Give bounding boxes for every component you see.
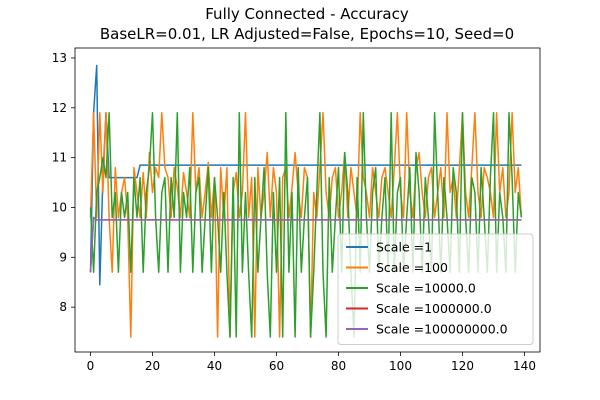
x-tick-label: 60	[269, 359, 284, 373]
legend-label-1: Scale =1	[376, 240, 432, 255]
y-tick-label: 12	[52, 101, 67, 115]
x-tick-label: 120	[451, 359, 474, 373]
x-tick-label: 80	[331, 359, 346, 373]
plot-area: 0 20 40 60 80 100 120 140 8 9 10 11 12 13	[52, 47, 541, 373]
legend-box	[337, 233, 534, 345]
series-line-2	[89, 112, 523, 338]
x-tick-label: 100	[389, 359, 412, 373]
chart-subtitle: BaseLR=0.01, LR Adjusted=False, Epochs=1…	[100, 25, 514, 43]
legend-label-3: Scale =10000.0	[376, 281, 476, 296]
legend-label-5: Scale =100000000.0	[376, 322, 508, 337]
axes-frame	[74, 47, 541, 353]
y-tick-label: 11	[52, 151, 67, 165]
x-tick-label: 0	[87, 359, 95, 373]
y-tick-label: 10	[52, 200, 67, 214]
y-tick-label: 9	[59, 250, 67, 264]
x-tick-label: 140	[513, 359, 536, 373]
y-tick-label: 13	[52, 51, 67, 65]
legend-label-4: Scale =1000000.0	[376, 301, 492, 316]
series-line-5	[89, 216, 522, 273]
legend: Scale =1 Scale =100 Scale =10000.0 Scale =1…	[337, 233, 534, 345]
legend-label-2: Scale =100	[376, 260, 448, 275]
x-tick-label: 20	[145, 359, 160, 373]
chart-title: Fully Connected - Accuracy	[205, 5, 409, 23]
x-tick-label: 40	[207, 359, 222, 373]
y-tick-label: 8	[59, 300, 67, 314]
